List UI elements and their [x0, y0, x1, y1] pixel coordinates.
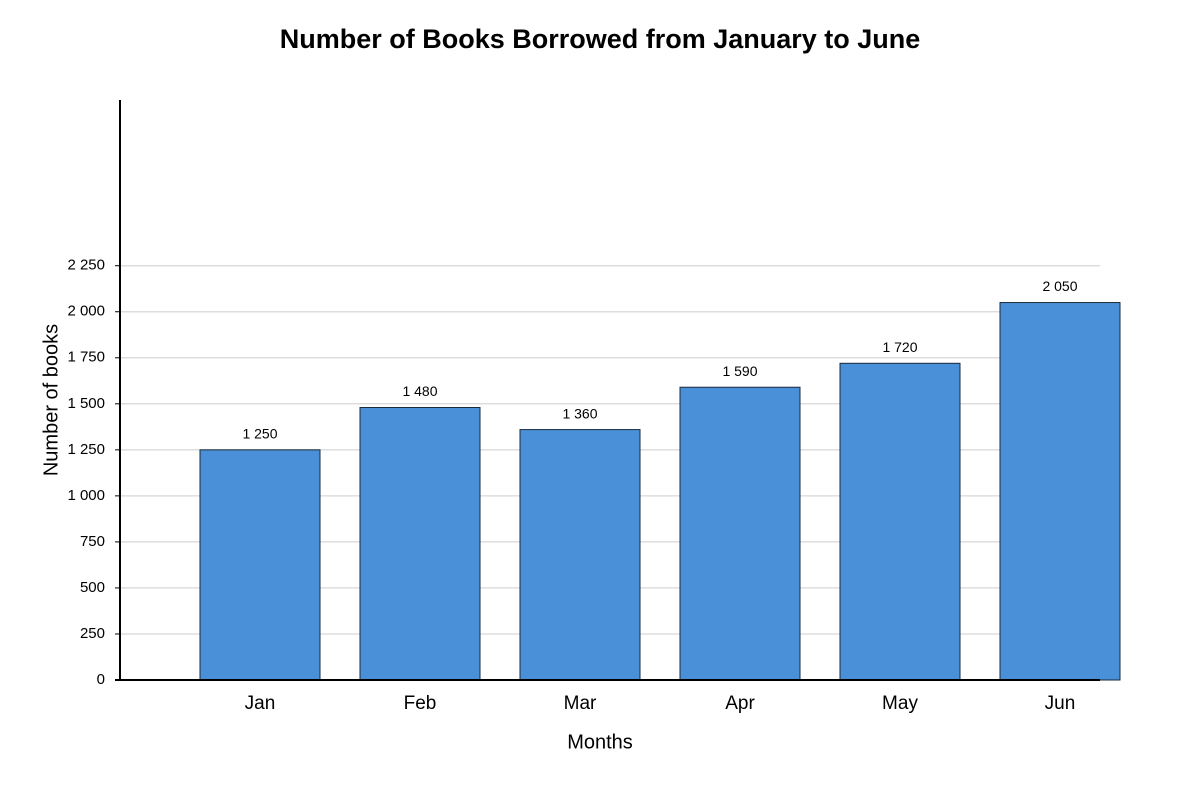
- chart-title: Number of Books Borrowed from January to…: [280, 24, 921, 54]
- y-tick-label: 500: [80, 579, 105, 596]
- bar: [199, 449, 321, 681]
- x-tick-label: Jun: [1045, 693, 1076, 714]
- value-label: 1 360: [562, 405, 597, 421]
- x-tick-label: Feb: [404, 693, 437, 714]
- value-label: 1 250: [242, 426, 277, 442]
- bar: [679, 386, 801, 681]
- y-tick-label: 750: [80, 533, 105, 550]
- y-tick-label: 2 250: [67, 257, 105, 274]
- y-tick-label: 1 500: [67, 395, 105, 412]
- x-tick-label: Mar: [564, 693, 597, 714]
- y-tick-label: 1 000: [67, 487, 105, 504]
- x-tick-label: Jan: [245, 693, 276, 714]
- bar: [359, 406, 481, 681]
- x-axis-label: Months: [567, 731, 633, 753]
- y-tick-label: 1 250: [67, 441, 105, 458]
- y-tick-label: 250: [80, 625, 105, 642]
- bar: [519, 429, 641, 681]
- y-tick-label: 2 000: [67, 303, 105, 320]
- y-axis-label: Number of books: [40, 324, 62, 476]
- value-label: 2 050: [1042, 278, 1077, 294]
- value-label: 1 720: [882, 339, 917, 355]
- y-tick-label: 0: [97, 671, 105, 688]
- bar: [839, 362, 961, 681]
- y-tick-label: 1 750: [67, 349, 105, 366]
- value-label: 1 590: [722, 363, 757, 379]
- bar: [999, 302, 1121, 681]
- x-tick-label: Apr: [725, 693, 755, 714]
- value-label: 1 480: [402, 383, 437, 399]
- x-tick-label: May: [882, 693, 918, 714]
